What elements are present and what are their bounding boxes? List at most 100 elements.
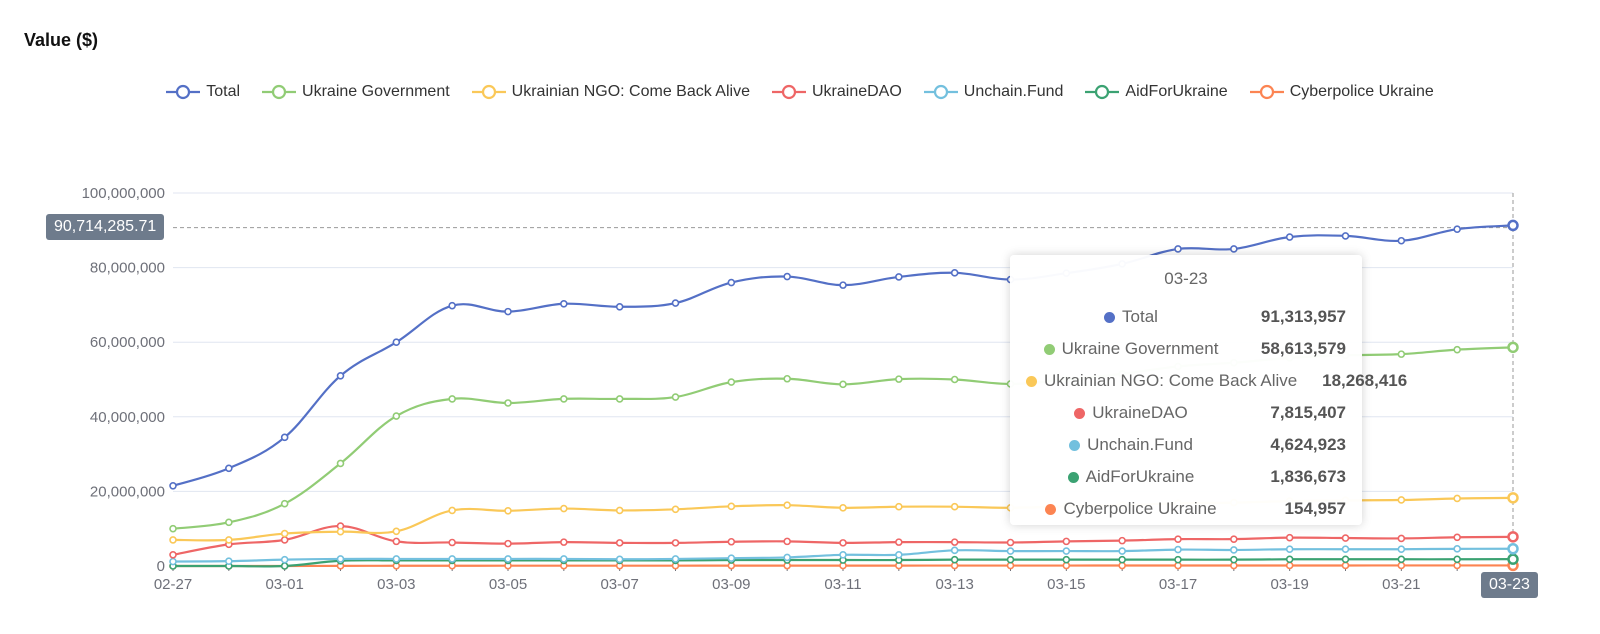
data-point-total: [1507, 219, 1519, 232]
data-point-unchain-fund: [950, 546, 959, 555]
legend-item-aidforukraine[interactable]: AidForUkraine: [1085, 80, 1228, 104]
data-point-ukraine-government: [504, 399, 512, 407]
data-point-unchain-fund: [727, 554, 736, 562]
data-point-unchain-fund: [895, 551, 903, 559]
data-point-unchain-fund: [280, 555, 289, 564]
data-point-unchain-fund: [1006, 547, 1015, 555]
data-point-ukrainian-ngo-come-back-alive: [225, 536, 233, 544]
data-point-aidforukraine: [1062, 555, 1071, 564]
data-point-ukraine-government: [392, 412, 401, 420]
data-point-unchain-fund: [1341, 545, 1350, 554]
tooltip-series: AidForUkraine: [1026, 467, 1236, 487]
x-tick-label: 03-03: [377, 576, 415, 593]
data-point-ukrainian-ngo-come-back-alive: [280, 529, 289, 538]
data-point-unchain-fund: [1174, 545, 1182, 554]
tooltip-series-name: Total: [1122, 307, 1158, 326]
data-point-ukrainedao: [783, 537, 791, 546]
data-point-total: [783, 272, 791, 281]
data-point-ukrainedao: [1006, 538, 1015, 547]
legend-marker-icon: [1085, 84, 1120, 100]
legend-item-ukraine-government[interactable]: Ukraine Government: [262, 80, 450, 104]
legend-item-unchain-fund[interactable]: Unchain.Fund: [923, 80, 1063, 104]
tooltip-row: Ukrainian NGO: Come Back Alive 18,268,416: [1026, 365, 1407, 397]
data-point-unchain-fund: [1118, 547, 1126, 555]
x-tick-label: 03-11: [824, 576, 861, 593]
legend-marker-icon: [1249, 84, 1284, 100]
data-point-unchain-fund: [504, 555, 512, 563]
legend-label: Ukrainian NGO: Come Back Alive: [511, 83, 750, 100]
data-point-total: [169, 482, 177, 490]
x-tick-label: 03-01: [265, 576, 303, 593]
data-point-aidforukraine: [1006, 555, 1015, 564]
data-point-cyberpolice-ukraine: [1285, 561, 1294, 570]
data-point-ukraine-government: [336, 459, 345, 468]
data-point-ukrainedao: [615, 539, 624, 547]
data-point-ukraine-government: [448, 395, 456, 403]
data-point-total: [280, 433, 289, 442]
data-point-ukrainedao: [504, 539, 512, 548]
data-point-unchain-fund: [560, 555, 568, 563]
data-point-ukraine-government: [1507, 341, 1519, 354]
legend-label: UkraineDAO: [811, 83, 902, 100]
x-tick-label: 03-09: [712, 576, 750, 593]
data-point-unchain-fund: [225, 557, 233, 565]
data-point-ukraine-government: [1397, 350, 1406, 358]
data-point-ukrainedao: [1397, 534, 1406, 543]
x-tick-label: 03-05: [489, 576, 527, 593]
data-point-total: [671, 299, 680, 307]
tooltip-series-value: 18,268,416: [1322, 371, 1408, 390]
tooltip-row: Ukraine Government 58,613,579: [1026, 333, 1346, 365]
legend-item-ukrainedao[interactable]: UkraineDAO: [771, 80, 902, 104]
series-dot-icon: [1104, 311, 1116, 323]
series-dot-icon: [1026, 375, 1037, 387]
data-point-aidforukraine: [1507, 553, 1519, 565]
data-point-cyberpolice-ukraine: [1341, 561, 1350, 570]
data-point-aidforukraine: [1118, 555, 1126, 564]
tooltip-title: 03-23: [1164, 269, 1208, 288]
x-tick-label: 02-27: [154, 576, 192, 593]
y-tick-label: 60,000,000: [90, 334, 165, 351]
chart-legend: Total Ukraine Government Ukrainian NGO: Co…: [0, 80, 1600, 104]
data-point-ukrainedao: [392, 537, 401, 546]
x-tick-label: 03-15: [1047, 576, 1085, 593]
crosshair-y-label: 90,714,285.71: [46, 213, 165, 240]
legend-item-total[interactable]: Total: [166, 80, 240, 104]
data-point-aidforukraine: [1397, 555, 1406, 564]
data-point-ukrainedao: [950, 538, 959, 546]
tooltip-series-name: Ukraine Government: [1061, 339, 1219, 358]
data-point-ukraine-government: [950, 375, 959, 384]
y-tick-label: 40,000,000: [90, 409, 165, 426]
data-point-total: [895, 273, 903, 281]
tooltip-series: Ukrainian NGO: Come Back Alive: [1026, 371, 1297, 391]
series-dot-icon: [1069, 439, 1081, 451]
tooltip-series: Cyberpolice Ukraine: [1026, 499, 1236, 519]
data-point-ukrainedao: [169, 551, 177, 559]
data-point-ukrainian-ngo-come-back-alive: [727, 502, 736, 511]
x-tick-label: 03-17: [1159, 576, 1197, 593]
data-point-ukraine-government: [615, 395, 624, 403]
data-point-total: [1453, 225, 1461, 233]
data-point-ukrainedao: [671, 539, 680, 547]
data-point-total: [560, 299, 568, 308]
series-dot-icon: [1067, 471, 1079, 483]
data-point-ukrainian-ngo-come-back-alive: [1453, 494, 1461, 503]
data-point-unchain-fund: [615, 555, 624, 564]
data-point-aidforukraine: [1453, 555, 1461, 564]
data-point-ukrainedao: [1062, 537, 1071, 546]
legend-item-ukrainian-ngo-come-back-alive[interactable]: Ukrainian NGO: Come Back Alive: [471, 80, 750, 104]
data-point-ukrainian-ngo-come-back-alive: [392, 527, 401, 536]
tooltip-row: Unchain.Fund 4,624,923: [1026, 429, 1346, 461]
data-point-total: [504, 307, 512, 316]
data-point-ukrainian-ngo-come-back-alive: [504, 506, 512, 515]
data-point-ukraine-government: [895, 375, 903, 383]
data-point-ukraine-government: [671, 393, 680, 401]
data-point-ukrainedao: [280, 536, 289, 544]
data-point-ukraine-government: [727, 378, 736, 386]
tooltip-row: AidForUkraine 1,836,673: [1026, 461, 1346, 493]
tooltip-series-name: Ukrainian NGO: Come Back Alive: [1044, 371, 1298, 390]
data-point-ukrainedao: [1230, 535, 1238, 543]
tooltip-series-value: 1,836,673: [1270, 467, 1346, 486]
data-point-ukrainedao: [1453, 533, 1461, 542]
tooltip-series: Total: [1026, 307, 1236, 327]
legend-item-cyberpolice-ukraine[interactable]: Cyberpolice Ukraine: [1249, 80, 1434, 104]
